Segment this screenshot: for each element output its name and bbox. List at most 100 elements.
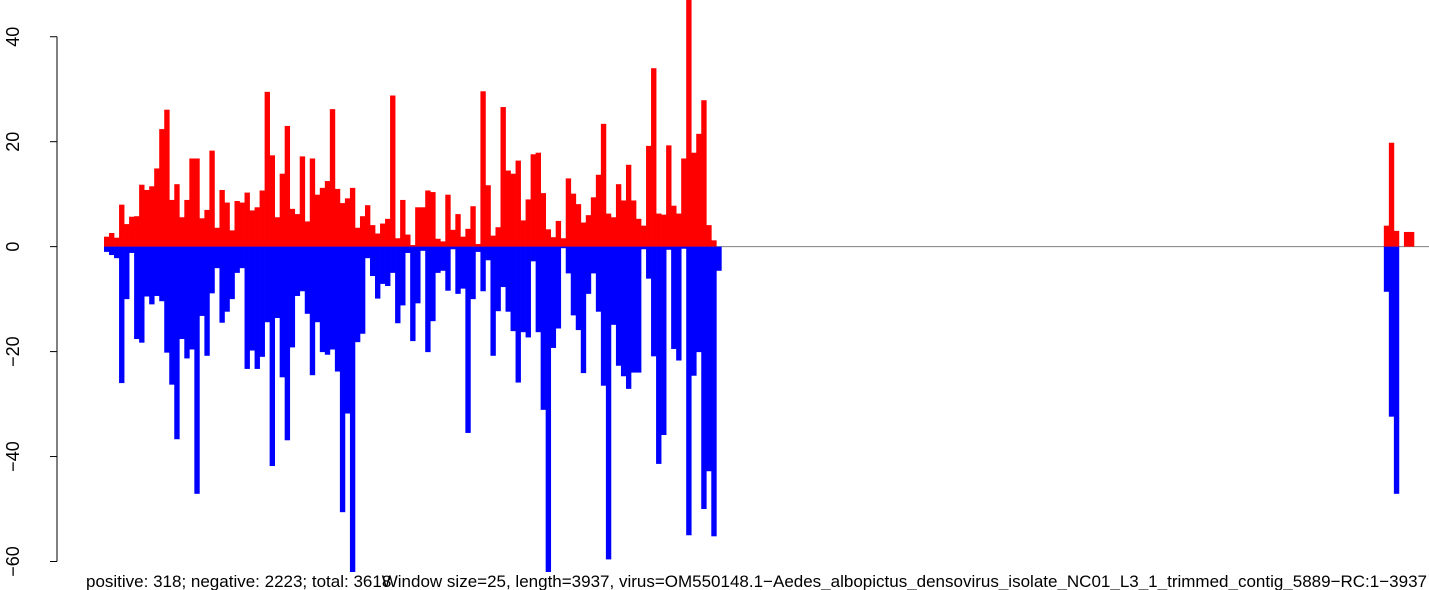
positive-bar (505, 170, 511, 247)
positive-bar (535, 152, 541, 247)
positive-bar (324, 181, 331, 247)
positive-bar (164, 109, 170, 247)
negative-bar (309, 246, 316, 376)
positive-bar (641, 225, 647, 247)
positive-bar (319, 187, 326, 247)
negative-bar (681, 246, 687, 249)
positive-bar (249, 210, 255, 247)
negative-bar (560, 246, 567, 249)
positive-bar (224, 202, 230, 247)
negative-bar (199, 246, 205, 316)
negative-bar (555, 246, 562, 329)
positive-bar (585, 215, 592, 247)
positive-bar (440, 241, 446, 247)
positive-bar (560, 238, 567, 247)
negative-bar (470, 246, 476, 300)
positive-bar (1403, 231, 1410, 247)
positive-bar (370, 225, 376, 247)
positive-bar (144, 189, 150, 247)
positive-bar (314, 194, 321, 247)
negative-bar (600, 246, 607, 386)
negative-bar (505, 246, 511, 312)
positive-bar (214, 227, 220, 247)
negative-bar (169, 246, 175, 385)
positive-bar (284, 125, 291, 247)
y-tick-label: −40 (3, 441, 23, 472)
negative-bar (219, 246, 225, 323)
positive-bar (686, 0, 692, 247)
positive-bar (636, 218, 642, 247)
negative-bar (625, 246, 632, 389)
positive-bar (455, 214, 461, 247)
positive-bar (630, 200, 637, 247)
negative-bar (610, 246, 617, 325)
positive-bar (580, 222, 587, 247)
positive-bar (1393, 230, 1400, 247)
negative-bar (294, 246, 301, 296)
positive-bar (234, 200, 240, 247)
negative-bar (1383, 246, 1390, 292)
negative-bar (284, 246, 291, 441)
positive-bar (405, 234, 411, 247)
positive-bar (550, 237, 557, 247)
negative-bar (485, 246, 491, 261)
positive-bar (470, 206, 476, 247)
negative-bar (154, 246, 160, 296)
positive-bar (364, 205, 371, 247)
positive-bar (309, 158, 316, 247)
positive-bar (595, 174, 602, 247)
positive-bar (254, 207, 260, 247)
negative-bar (666, 246, 672, 250)
negative-bar (435, 246, 441, 273)
positive-bar (540, 193, 547, 247)
negative-bar (124, 246, 130, 300)
chart-caption-window: Window size=25, length=3937, virus=OM550… (382, 572, 1427, 590)
negative-bar (179, 246, 185, 339)
negative-bar (254, 246, 260, 369)
positive-bar (104, 236, 110, 247)
negative-bar (349, 246, 356, 572)
negative-bar (299, 246, 306, 292)
negative-bar (415, 246, 421, 304)
negative-bar (550, 246, 557, 348)
negative-bar (329, 246, 336, 350)
negative-bar (545, 246, 552, 572)
positive-bar (294, 214, 301, 247)
positive-bar (395, 238, 401, 247)
positive-bar (706, 225, 712, 247)
positive-bar (465, 228, 471, 247)
positive-bar (139, 184, 145, 247)
positive-bar (570, 193, 577, 247)
negative-bar (450, 246, 456, 250)
positive-bar (450, 229, 456, 247)
negative-bar (339, 246, 346, 513)
negative-bar (490, 246, 496, 356)
negative-bar (530, 246, 536, 262)
positive-bar (244, 192, 250, 247)
negative-bar (575, 246, 582, 331)
positive-bar (400, 199, 406, 247)
negative-bar (701, 246, 707, 510)
positive-bar (711, 240, 717, 247)
negative-bar (580, 246, 587, 374)
negative-bar (676, 246, 682, 361)
y-tick-label: 20 (3, 132, 23, 152)
positive-bar (510, 173, 516, 247)
negative-bar (259, 246, 265, 357)
negative-bar (651, 246, 657, 357)
negative-bar (269, 246, 275, 466)
negative-bar (244, 246, 250, 369)
negative-bar (380, 246, 386, 284)
positive-bar (565, 178, 572, 247)
negative-bar (440, 246, 446, 271)
negative-bar (214, 246, 220, 269)
positive-bar (209, 150, 215, 247)
positive-bar (304, 221, 311, 247)
negative-bar (304, 246, 311, 314)
positive-bar (495, 227, 501, 247)
negative-bar (605, 246, 612, 560)
positive-bar (274, 217, 281, 247)
negative-bar (641, 246, 647, 250)
positive-bar (380, 223, 386, 247)
